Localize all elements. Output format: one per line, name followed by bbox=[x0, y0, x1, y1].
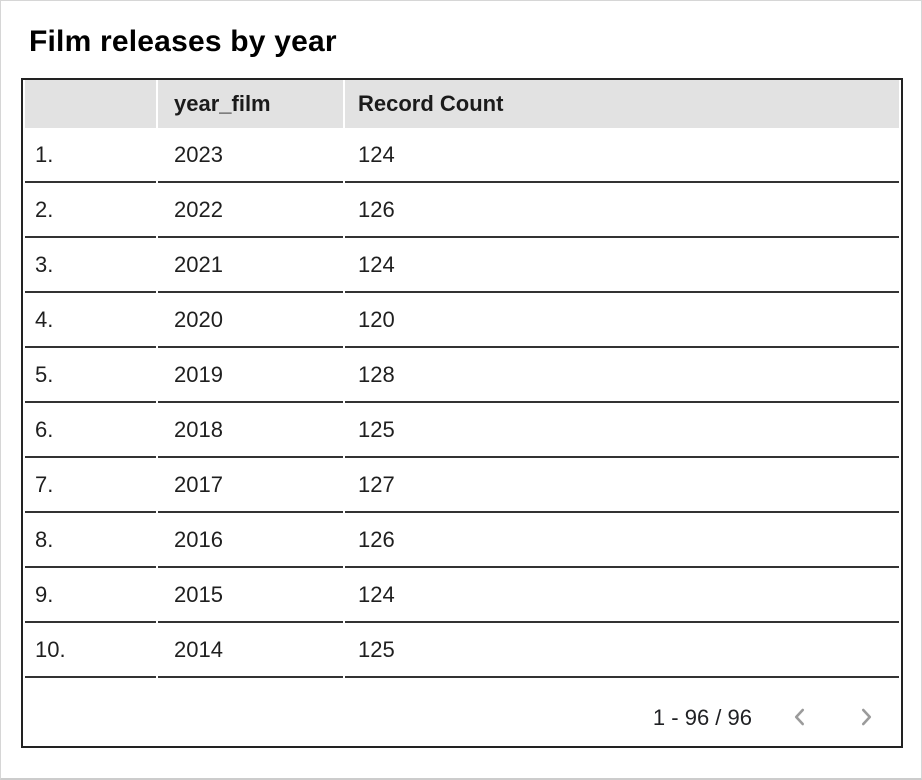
pagination-range-label: 1 - 96 / 96 bbox=[652, 705, 752, 730]
cell-year-film: 2017 bbox=[158, 458, 343, 513]
table-row: 3. 2021 124 bbox=[25, 238, 899, 293]
cell-year-film: 2015 bbox=[158, 568, 343, 623]
cell-record-count: 128 bbox=[345, 348, 899, 403]
header-row: year_film Record Count bbox=[25, 80, 899, 128]
cell-row-number: 9. bbox=[25, 568, 156, 623]
cell-record-count: 126 bbox=[345, 513, 899, 568]
cell-row-number: 7. bbox=[25, 458, 156, 513]
column-header-row-number bbox=[25, 80, 156, 128]
table-row: 8. 2016 126 bbox=[25, 513, 899, 568]
cell-year-film: 2014 bbox=[158, 623, 343, 678]
cell-record-count: 127 bbox=[345, 458, 899, 513]
cell-row-number: 5. bbox=[25, 348, 156, 403]
chevron-left-icon bbox=[787, 704, 813, 733]
column-header-year-film[interactable]: year_film bbox=[158, 80, 343, 128]
cell-year-film: 2023 bbox=[158, 128, 343, 183]
cell-row-number: 4. bbox=[25, 293, 156, 348]
cell-row-number: 10. bbox=[25, 623, 156, 678]
table-body: 1. 2023 124 2. 2022 126 3. 2021 124 4. 2… bbox=[25, 128, 899, 678]
table-row: 2. 2022 126 bbox=[25, 183, 899, 238]
cell-record-count: 124 bbox=[345, 238, 899, 293]
cell-record-count: 124 bbox=[345, 568, 899, 623]
table-row: 4. 2020 120 bbox=[25, 293, 899, 348]
previous-page-button[interactable] bbox=[778, 696, 822, 740]
cell-record-count: 120 bbox=[345, 293, 899, 348]
table-row: 1. 2023 124 bbox=[25, 128, 899, 183]
cell-record-count: 125 bbox=[345, 623, 899, 678]
cell-year-film: 2019 bbox=[158, 348, 343, 403]
cell-year-film: 2018 bbox=[158, 403, 343, 458]
next-page-button[interactable] bbox=[844, 696, 888, 740]
cell-record-count: 125 bbox=[345, 403, 899, 458]
table-row: 10. 2014 125 bbox=[25, 623, 899, 678]
cell-row-number: 3. bbox=[25, 238, 156, 293]
cell-row-number: 2. bbox=[25, 183, 156, 238]
page-title: Film releases by year bbox=[29, 25, 337, 58]
pagination-bar: 1 - 96 / 96 bbox=[23, 678, 901, 746]
cell-record-count: 126 bbox=[345, 183, 899, 238]
column-header-record-count[interactable]: Record Count bbox=[345, 80, 899, 128]
table-row: 7. 2017 127 bbox=[25, 458, 899, 513]
table-row: 5. 2019 128 bbox=[25, 348, 899, 403]
table-header: year_film Record Count bbox=[25, 80, 899, 128]
cell-row-number: 6. bbox=[25, 403, 156, 458]
cell-year-film: 2022 bbox=[158, 183, 343, 238]
cell-row-number: 1. bbox=[25, 128, 156, 183]
data-table: year_film Record Count 1. 2023 124 2. 20… bbox=[23, 80, 901, 678]
table-row: 6. 2018 125 bbox=[25, 403, 899, 458]
cell-record-count: 124 bbox=[345, 128, 899, 183]
cell-year-film: 2016 bbox=[158, 513, 343, 568]
cell-year-film: 2021 bbox=[158, 238, 343, 293]
cell-row-number: 8. bbox=[25, 513, 156, 568]
cell-year-film: 2020 bbox=[158, 293, 343, 348]
table-widget: year_film Record Count 1. 2023 124 2. 20… bbox=[21, 78, 903, 748]
table-row: 9. 2015 124 bbox=[25, 568, 899, 623]
chevron-right-icon bbox=[853, 704, 879, 733]
